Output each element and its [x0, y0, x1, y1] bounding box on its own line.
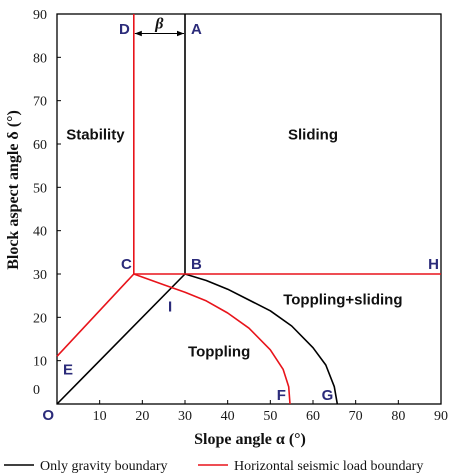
x-axis-title: Slope angle α (°): [194, 431, 306, 448]
point-label-e: E: [63, 361, 73, 378]
y-tick-label: 70: [33, 95, 47, 110]
point-label-o: O: [42, 407, 54, 424]
region-labels: Stability Sliding Toppling+sliding Toppling: [66, 127, 402, 361]
region-label: Toppling+sliding: [283, 291, 402, 308]
x-axis-ticks: 10 20 30 40 50 60 70 80 90: [56, 400, 448, 424]
x-tick-label: 40: [221, 409, 235, 424]
seismic-boundary-line: [133, 273, 291, 405]
x-tick-label: 90: [434, 409, 448, 424]
y-tick-label: 50: [33, 181, 47, 196]
y-tick-label: 0: [33, 383, 40, 398]
point-label-f: F: [277, 387, 286, 404]
x-tick-label: 60: [306, 409, 320, 424]
y-tick-label: 20: [33, 311, 47, 326]
legend-label-gravity: Only gravity boundary: [40, 459, 168, 474]
region-label: Stability: [66, 127, 125, 144]
point-label-a: A: [191, 21, 202, 38]
y-tick-label: 10: [33, 355, 47, 370]
seismic-boundary-line: [56, 273, 135, 357]
point-labels: A B C D E F G H I O: [42, 21, 439, 424]
series-lines: [56, 14, 441, 405]
point-label-h: H: [428, 256, 439, 273]
point-label-d: D: [119, 21, 130, 38]
point-label-i: I: [168, 298, 172, 315]
beta-label: β: [154, 16, 164, 33]
y-tick-label: 80: [33, 51, 47, 66]
gravity-boundary-line: [184, 273, 339, 405]
x-tick-label: 30: [178, 409, 192, 424]
x-tick-label: 10: [93, 409, 107, 424]
legend-label-seismic: Horizontal seismic load boundary: [234, 459, 423, 474]
region-label: Toppling: [188, 343, 250, 360]
x-tick-label: 70: [349, 409, 363, 424]
region-label: Sliding: [288, 127, 338, 144]
x-tick-label: 80: [391, 409, 405, 424]
point-label-g: G: [322, 387, 334, 404]
y-axis-ticks: 0 10 20 30 40 50 60 70 80 90: [33, 8, 61, 405]
y-tick-label: 40: [33, 225, 47, 240]
plot-frame: [56, 13, 442, 405]
legend: Only gravity boundary Horizontal seismic…: [4, 459, 423, 474]
x-tick-label: 50: [263, 409, 277, 424]
y-tick-label: 60: [33, 138, 47, 153]
y-axis-title: Block aspect angle δ (°): [5, 110, 22, 270]
point-label-b: B: [191, 256, 202, 273]
x-tick-label: 20: [135, 409, 149, 424]
point-label-c: C: [121, 256, 132, 273]
y-tick-label: 30: [33, 268, 47, 283]
gravity-boundary-line: [56, 273, 186, 405]
beta-annotation: β: [134, 16, 184, 37]
y-tick-label: 90: [33, 8, 47, 23]
